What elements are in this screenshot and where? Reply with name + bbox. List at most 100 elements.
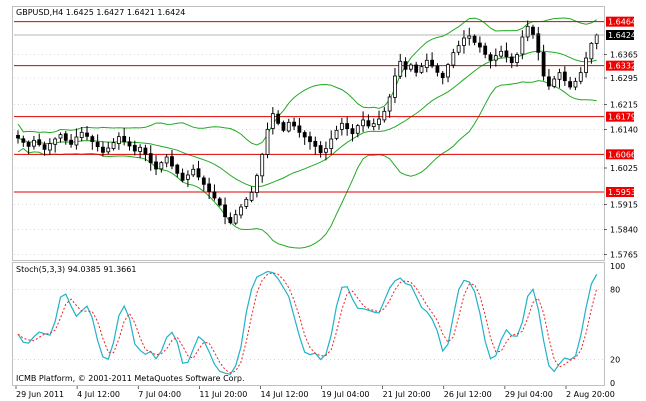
candle-body bbox=[456, 45, 461, 53]
candle-body bbox=[334, 129, 339, 139]
candle-body bbox=[207, 183, 212, 192]
candle-body bbox=[101, 146, 105, 153]
candle-body bbox=[42, 144, 47, 150]
candle-body bbox=[440, 72, 445, 79]
main-chart-frame bbox=[12, 6, 605, 261]
candle-body bbox=[324, 148, 328, 153]
candle-body bbox=[552, 78, 557, 87]
candle-body bbox=[239, 206, 243, 216]
candle-body bbox=[255, 175, 259, 193]
level-tag bbox=[606, 149, 634, 160]
candle-body bbox=[191, 168, 196, 176]
price-label: 1.6140 bbox=[610, 126, 638, 135]
last-price-tag bbox=[606, 30, 634, 40]
candle-body bbox=[308, 136, 312, 143]
bollinger-lower bbox=[17, 80, 597, 249]
candle-body bbox=[382, 110, 387, 121]
candle-body bbox=[63, 133, 68, 141]
stoch-scale-label: 100 bbox=[610, 262, 625, 271]
candle-body bbox=[366, 120, 371, 127]
candle-body bbox=[393, 75, 397, 98]
candle-body bbox=[557, 72, 562, 80]
candle-body bbox=[562, 71, 567, 82]
price-scale: 1.6365 1.6295 1.6215 1.6140 1.6025 1.5915 1.58… bbox=[604, 51, 638, 260]
time-label: 7 Jul 04:00 bbox=[138, 390, 181, 399]
candle-body bbox=[578, 72, 583, 82]
candle-body bbox=[281, 122, 286, 131]
candle-body bbox=[525, 25, 530, 38]
candle-body bbox=[249, 191, 254, 201]
candle-body bbox=[223, 204, 227, 218]
horizontal-levels[interactable] bbox=[14, 21, 604, 193]
candle-body bbox=[499, 50, 504, 57]
level-tag-label: 1.6332 bbox=[608, 62, 636, 71]
candle-body bbox=[462, 37, 466, 46]
candle-body bbox=[244, 198, 249, 207]
candle-body bbox=[32, 139, 36, 147]
candle-body bbox=[302, 132, 307, 138]
candle-body bbox=[536, 33, 541, 53]
candle-body bbox=[292, 121, 296, 127]
candle-body bbox=[339, 122, 344, 130]
bollinger-middle bbox=[17, 50, 597, 188]
candle-body bbox=[568, 81, 573, 88]
candle-body bbox=[488, 54, 493, 61]
candle-body bbox=[472, 35, 477, 43]
price-label: 1.5915 bbox=[610, 201, 638, 210]
copyright-text: ICMB Platform, © 2001-2011 MetaQuotes So… bbox=[16, 374, 245, 383]
candle-body bbox=[79, 131, 84, 138]
candle-body bbox=[531, 26, 535, 36]
candle-body bbox=[47, 143, 52, 151]
candle-body bbox=[573, 80, 578, 88]
candle-body bbox=[53, 138, 58, 145]
candle-body bbox=[547, 76, 551, 87]
candle-body bbox=[69, 139, 73, 145]
stoch-main-line bbox=[17, 270, 598, 375]
candle-body bbox=[313, 140, 318, 147]
time-label: 14 Jul 12:00 bbox=[260, 390, 308, 399]
time-axis: 29 Jun 2011 4 Jul 12:00 7 Jul 04:00 11 Jul … bbox=[15, 386, 615, 399]
candle-body bbox=[175, 164, 180, 174]
level-tag bbox=[606, 16, 634, 27]
level-tag-label: 1.5953 bbox=[608, 188, 636, 197]
level-tags: 1.6464 1.6332 1.6179 1.6066 1.5953 1.6424 bbox=[14, 16, 636, 197]
stoch-scale-label: 80 bbox=[610, 285, 620, 294]
candle-body bbox=[318, 145, 323, 154]
candle-body bbox=[26, 141, 31, 147]
candle-body bbox=[116, 136, 121, 144]
candle-body bbox=[74, 136, 79, 146]
candle-body bbox=[90, 136, 95, 143]
candle-body bbox=[138, 146, 143, 152]
candle-body bbox=[419, 66, 424, 73]
price-label: 1.6365 bbox=[610, 51, 638, 60]
level-tag-label: 1.6066 bbox=[608, 150, 636, 159]
candle-body bbox=[398, 60, 403, 77]
candle-body bbox=[164, 156, 169, 164]
time-label: 4 Jul 12:00 bbox=[77, 390, 120, 399]
stochastic-scale: 100 80 20 0 bbox=[610, 262, 625, 388]
candle-body bbox=[594, 34, 599, 44]
price-label: 1.5840 bbox=[610, 226, 638, 235]
candle-body bbox=[85, 132, 89, 137]
candle-body bbox=[228, 216, 233, 224]
candle-body bbox=[435, 65, 440, 73]
stoch-scale-label: 20 bbox=[610, 356, 620, 365]
candle-body bbox=[132, 144, 137, 152]
candle-body bbox=[95, 141, 100, 148]
level-tag bbox=[606, 111, 634, 122]
candle-body bbox=[201, 177, 206, 185]
candle-body bbox=[286, 121, 291, 132]
time-label: 29 Jul 04:00 bbox=[505, 390, 553, 399]
candle-body bbox=[504, 50, 509, 58]
level-tag-label: 1.6464 bbox=[608, 18, 636, 27]
time-label: 11 Jul 20:00 bbox=[199, 390, 247, 399]
candle-body bbox=[270, 113, 275, 129]
candle-body bbox=[58, 134, 63, 139]
candle-body bbox=[16, 134, 20, 139]
candle-body bbox=[143, 147, 148, 155]
candle-body bbox=[122, 135, 127, 143]
time-label: 21 Jul 20:00 bbox=[383, 390, 431, 399]
last-price-label: 1.6424 bbox=[608, 31, 636, 40]
candle-body bbox=[446, 64, 450, 78]
